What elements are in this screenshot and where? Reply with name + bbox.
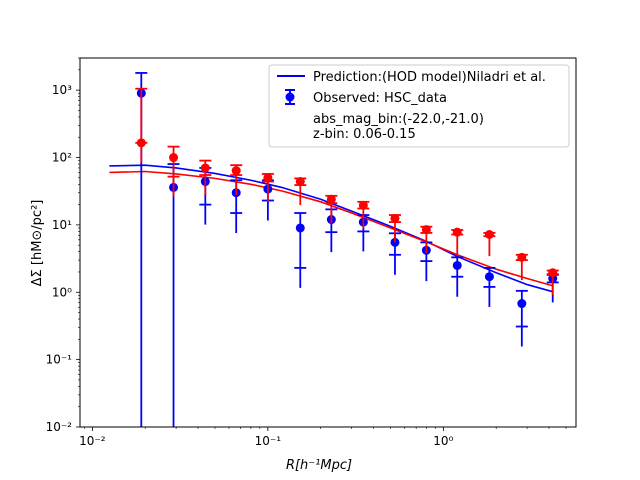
legend: Prediction:(HOD model)Niladri et al. Obs… — [268, 64, 570, 148]
data-marker — [548, 268, 558, 278]
data-marker — [200, 163, 210, 173]
data-marker — [390, 237, 400, 247]
data-marker — [326, 194, 336, 204]
observed-point-3-5 — [294, 177, 307, 206]
observed-point-3-1 — [167, 145, 180, 197]
x-tick-label: 10⁻¹ — [255, 434, 282, 448]
y-tick-label: 10⁻² — [46, 420, 73, 434]
legend-box — [268, 64, 570, 148]
observed-point-3-11 — [483, 229, 496, 257]
observed-point-3-4 — [261, 173, 274, 202]
observed-point-3-7 — [357, 200, 370, 229]
legend-annotation-mag-bin: abs_mag_bin:(-22.0,-21.0) — [313, 112, 484, 127]
data-marker — [517, 252, 527, 262]
y-tick-label: 10³ — [52, 83, 72, 97]
observed-point-3-3 — [230, 164, 243, 196]
x-tick-label: 10⁰ — [433, 434, 453, 448]
data-marker — [484, 229, 494, 239]
data-marker — [358, 200, 368, 210]
observed-point-3-12 — [515, 252, 528, 281]
legend-entry-prediction: Prediction:(HOD model)Niladri et al. — [313, 70, 546, 85]
legend-errorbar-swatch — [285, 89, 295, 105]
data-marker — [263, 173, 273, 183]
plot-content — [109, 72, 559, 427]
observed-point-3-10 — [451, 227, 464, 255]
legend-annotation-z-bin: z-bin: 0.06-0.15 — [313, 127, 416, 142]
observed-point-2-11 — [483, 266, 496, 307]
x-axis-label: R[h⁻¹Mpc] — [286, 458, 352, 473]
observed-point-3-0 — [135, 87, 148, 163]
data-marker — [452, 260, 462, 270]
prediction-line-1 — [109, 170, 553, 287]
observed-point-3-6 — [325, 194, 338, 224]
y-axis-label: ΔΣ [hM⊙/pc²] — [30, 200, 45, 287]
observed-point-3-8 — [388, 213, 401, 243]
data-marker — [231, 166, 241, 176]
data-marker — [295, 177, 305, 187]
observed-point-2-10 — [451, 256, 464, 297]
data-marker — [390, 213, 400, 223]
observed-point-2-5 — [294, 212, 307, 288]
data-marker — [169, 153, 179, 163]
data-marker — [484, 272, 494, 282]
y-tick-label: 10¹ — [52, 218, 72, 232]
observed-point-3-9 — [420, 225, 433, 253]
data-marker — [421, 225, 431, 235]
y-tick-label: 10⁻¹ — [46, 353, 73, 367]
legend-entry-observed: Observed: HSC_data — [313, 91, 447, 106]
observed-point-3-2 — [199, 159, 212, 196]
data-marker — [295, 223, 305, 233]
data-marker — [452, 227, 462, 237]
x-tick-label: 10⁻² — [79, 434, 106, 448]
data-marker — [136, 138, 146, 148]
plot-area — [109, 72, 559, 427]
plot-frame — [79, 57, 577, 428]
x-axis: 10⁻² 10⁻¹ 10⁰ — [79, 427, 567, 448]
observed-point-2-1 — [167, 163, 180, 427]
observed-point-2-12 — [515, 289, 528, 347]
observed-point-3-13 — [546, 268, 559, 296]
y-axis: 10⁻² 10⁻¹ 10⁰ 10¹ 10² 10³ — [46, 57, 80, 434]
data-marker — [517, 299, 527, 309]
y-tick-label: 10⁰ — [52, 285, 72, 299]
y-tick-label: 10² — [52, 151, 72, 165]
